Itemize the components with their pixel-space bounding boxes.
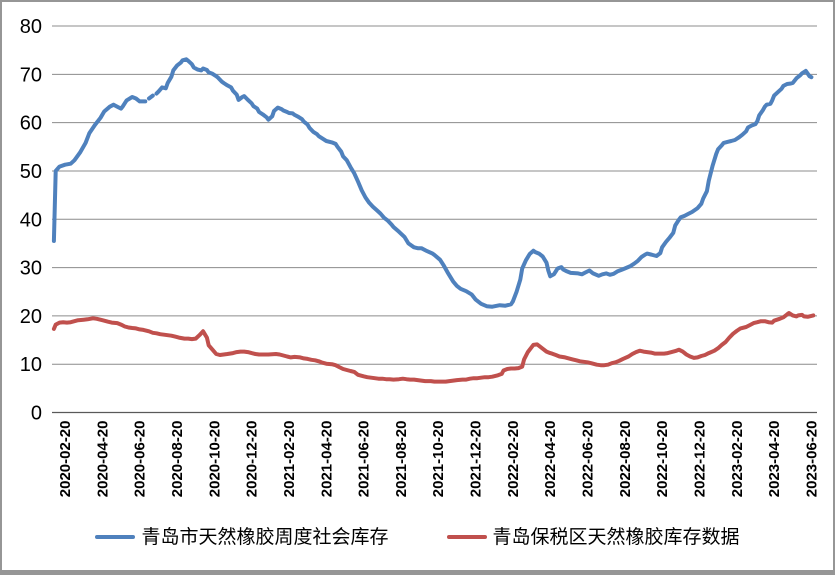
x-axis-label: 2023-04-20 — [766, 421, 783, 498]
y-axis-label: 20 — [20, 306, 42, 328]
x-axis-label: 2023-06-20 — [803, 421, 820, 498]
y-axis-label: 30 — [20, 258, 42, 280]
y-axis-label: 10 — [20, 354, 42, 376]
y-axis-label: 0 — [31, 403, 42, 425]
x-axis-label: 2020-10-20 — [206, 421, 223, 498]
x-axis-label: 2020-06-20 — [132, 421, 149, 498]
x-axis-label: 2021-08-20 — [393, 421, 410, 498]
x-axis-label: 2022-06-20 — [580, 421, 597, 498]
x-axis-label: 2022-10-20 — [654, 421, 671, 498]
series-line-0 — [51, 95, 148, 243]
legend-line-swatch-red — [446, 535, 487, 539]
series-line-1 — [51, 311, 816, 384]
x-axis-label: 2023-02-20 — [729, 421, 746, 498]
x-axis-label: 2022-02-20 — [505, 421, 522, 498]
x-axis-label: 2021-04-20 — [318, 421, 335, 498]
y-axis-label: 50 — [20, 161, 42, 183]
x-axis-label: 2020-12-20 — [244, 421, 261, 498]
legend-item-qingdao-weekly-social-inventory: 青岛市天然橡胶周度社会库存 — [95, 525, 389, 548]
x-axis-label: 2021-10-20 — [430, 421, 447, 498]
chart-legend: 青岛市天然橡胶周度社会库存 青岛保税区天然橡胶库存数据 — [2, 522, 833, 552]
x-axis-label: 2020-04-20 — [94, 421, 111, 498]
y-axis-label: 40 — [20, 209, 42, 231]
x-axis-label: 2021-02-20 — [281, 421, 298, 498]
x-axis-label: 2022-04-20 — [542, 421, 559, 498]
legend-line-swatch-blue — [95, 535, 136, 539]
y-axis-label: 60 — [20, 113, 42, 135]
legend-label: 青岛保税区天然橡胶库存数据 — [492, 525, 740, 548]
x-axis-label: 2022-12-20 — [691, 421, 708, 498]
legend-label: 青岛市天然橡胶周度社会库存 — [141, 525, 389, 548]
x-axis-label: 2021-06-20 — [356, 421, 373, 498]
y-axis-label: 70 — [20, 64, 42, 86]
legend-item-qingdao-bonded-zone-inventory: 青岛保税区天然橡胶库存数据 — [446, 525, 740, 548]
series-line-0 — [154, 57, 814, 309]
x-axis-label: 2020-08-20 — [169, 421, 186, 498]
x-axis-label: 2020-02-20 — [57, 421, 74, 498]
y-axis-label: 80 — [20, 16, 42, 38]
x-axis-label: 2021-12-20 — [468, 421, 485, 498]
series-line-0 — [147, 93, 155, 101]
x-axis-label: 2022-08-20 — [617, 421, 634, 498]
